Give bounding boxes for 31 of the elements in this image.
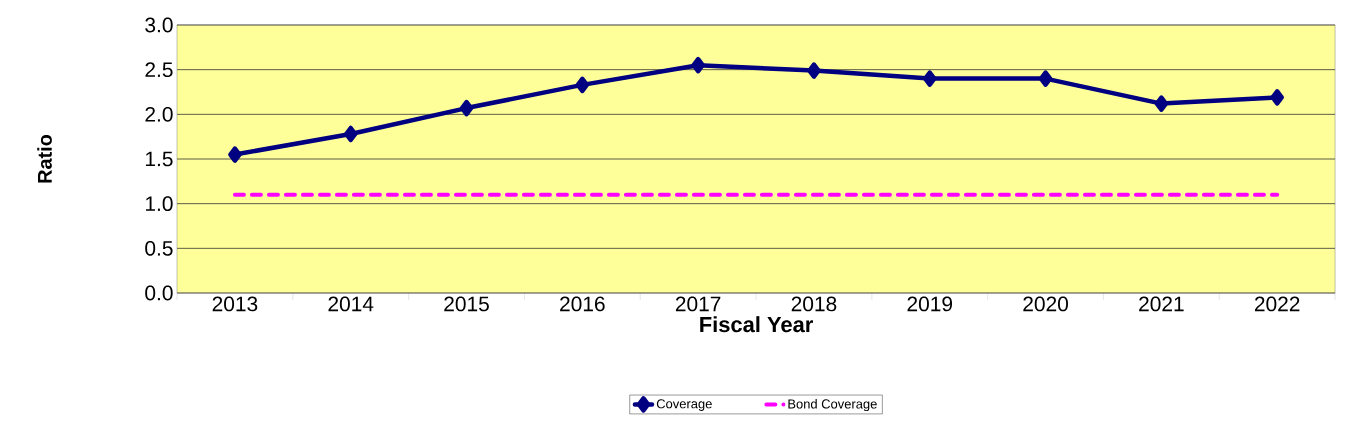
y-tick-label: 2.0 xyxy=(145,106,173,122)
legend-label: Coverage xyxy=(656,399,712,411)
y-tick-label: 1.0 xyxy=(145,196,173,212)
x-axis-title: Fiscal Year xyxy=(700,316,813,333)
x-tick-label: 2017 xyxy=(675,296,721,312)
legend-label: Bond Coverage xyxy=(788,399,877,412)
x-tick-label: 2022 xyxy=(1254,296,1300,312)
point xyxy=(459,99,474,117)
y-axis-title: Ratio xyxy=(37,134,52,183)
point xyxy=(1154,95,1169,112)
point xyxy=(228,146,242,163)
x-tick-label: 2021 xyxy=(1139,296,1184,312)
x-tick-label: 2014 xyxy=(328,296,374,312)
point xyxy=(691,56,705,74)
x-tick-label: 2016 xyxy=(560,296,605,312)
y-tick-label: 1.5 xyxy=(145,151,173,167)
y-tick-label: 3.0 xyxy=(145,17,173,33)
x-tick-label: 2020 xyxy=(1023,296,1068,312)
x-tick-label: 2013 xyxy=(212,296,258,312)
point xyxy=(807,62,821,79)
point xyxy=(575,76,590,94)
y-tick-label: 2.5 xyxy=(145,62,173,78)
x-tick-label: 2019 xyxy=(907,296,953,312)
point xyxy=(1270,89,1284,106)
point xyxy=(1038,70,1053,87)
y-tick-label: 0.5 xyxy=(145,240,173,256)
x-tick-label: 2015 xyxy=(444,296,489,312)
x-tick-label: 2018 xyxy=(791,296,837,312)
point xyxy=(343,125,358,143)
point xyxy=(923,70,937,87)
y-tick-label: 0.0 xyxy=(145,285,173,301)
